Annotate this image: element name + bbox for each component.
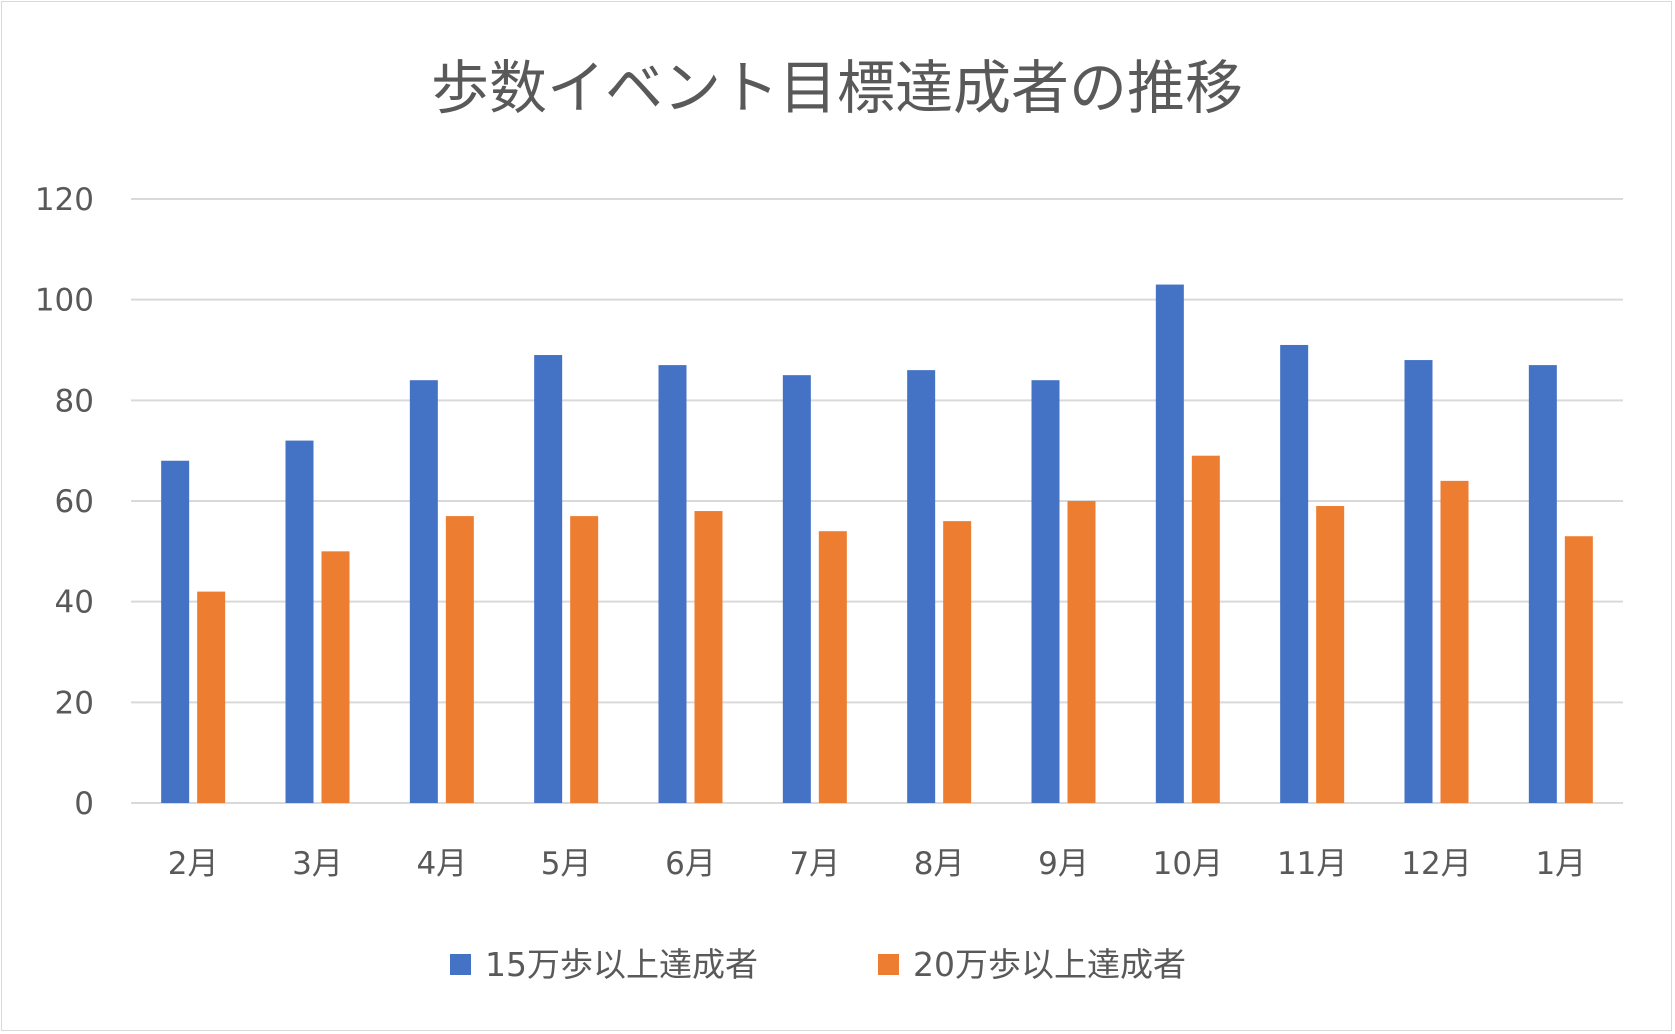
y-tick-label: 0 xyxy=(74,786,94,822)
bar-20man-0 xyxy=(197,591,226,803)
y-tick-label: 100 xyxy=(35,283,94,319)
bar-20man-10 xyxy=(1440,480,1469,803)
bar-15man-9 xyxy=(1280,344,1309,803)
x-axis-categories: 2月 3月 4月 5月 6月 7月 8月 9月 10月 11月 12月 1月 xyxy=(168,846,1586,882)
bar-15man-1 xyxy=(285,440,314,803)
bar-20man-4 xyxy=(694,511,723,803)
y-tick-label: 120 xyxy=(35,182,94,218)
gridlines xyxy=(131,198,1623,804)
legend-label-1: 15万歩以上達成者 xyxy=(485,945,758,984)
y-tick-label: 20 xyxy=(55,685,94,721)
x-category-label: 9月 xyxy=(1038,846,1089,882)
bar-20man-2 xyxy=(445,516,474,803)
y-tick-label: 80 xyxy=(55,383,94,419)
bar-15man-2 xyxy=(409,380,438,803)
legend-swatch-1 xyxy=(450,954,471,975)
x-category-label: 12月 xyxy=(1401,846,1471,882)
legend: 15万歩以上達成者 20万歩以上達成者 xyxy=(450,945,1186,984)
bars xyxy=(161,284,1593,804)
bar-15man-8 xyxy=(1155,284,1184,804)
bar-20man-9 xyxy=(1316,506,1345,803)
bar-15man-3 xyxy=(534,355,563,803)
bar-15man-5 xyxy=(782,375,811,803)
x-category-label: 6月 xyxy=(665,846,716,882)
y-tick-label: 60 xyxy=(55,484,94,520)
bar-15man-10 xyxy=(1404,360,1433,803)
bar-15man-7 xyxy=(1031,380,1060,803)
bar-20man-6 xyxy=(943,521,972,803)
x-category-label: 2月 xyxy=(168,846,219,882)
x-category-label: 3月 xyxy=(292,846,343,882)
legend-swatch-2 xyxy=(878,954,899,975)
x-category-label: 7月 xyxy=(789,846,840,882)
x-category-label: 11月 xyxy=(1277,846,1347,882)
bar-20man-5 xyxy=(818,531,847,803)
bar-20man-1 xyxy=(321,551,350,803)
y-tick-label: 40 xyxy=(55,585,94,621)
bar-20man-3 xyxy=(570,516,599,803)
bar-15man-11 xyxy=(1528,365,1557,803)
bar-20man-11 xyxy=(1564,536,1593,803)
bar-15man-4 xyxy=(658,365,687,803)
x-category-label: 10月 xyxy=(1153,846,1223,882)
x-category-label: 5月 xyxy=(541,846,592,882)
x-category-label: 1月 xyxy=(1535,846,1586,882)
legend-label-2: 20万歩以上達成者 xyxy=(913,945,1186,984)
chart-title: 歩数イベント目標達成者の推移 xyxy=(431,54,1243,122)
x-category-label: 4月 xyxy=(416,846,467,882)
bar-20man-7 xyxy=(1067,501,1096,803)
bar-20man-8 xyxy=(1191,455,1220,803)
y-axis-ticks: 0 20 40 60 80 100 120 xyxy=(35,182,94,822)
bar-15man-6 xyxy=(907,370,936,803)
bar-15man-0 xyxy=(161,460,190,803)
x-category-label: 8月 xyxy=(914,846,965,882)
